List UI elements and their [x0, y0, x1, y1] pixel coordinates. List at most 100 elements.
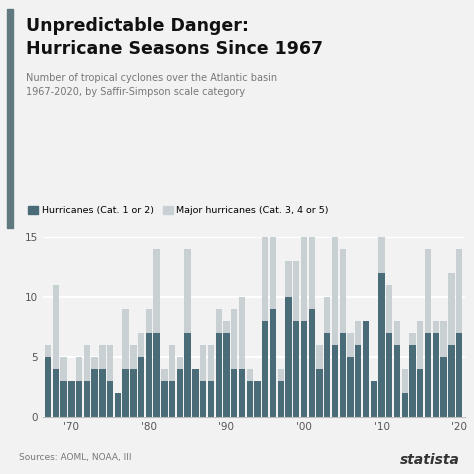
Bar: [115, 393, 121, 417]
Bar: [425, 333, 431, 417]
Bar: [60, 381, 67, 417]
Bar: [410, 345, 416, 417]
Bar: [177, 357, 183, 369]
Bar: [130, 369, 137, 417]
Bar: [53, 285, 59, 369]
Bar: [138, 333, 144, 357]
Bar: [448, 345, 455, 417]
Bar: [184, 333, 191, 417]
Bar: [246, 381, 253, 417]
Bar: [417, 369, 423, 417]
Bar: [169, 381, 175, 417]
Bar: [270, 237, 276, 309]
Bar: [84, 381, 90, 417]
Legend: Hurricanes (Cat. 1 or 2), Major hurricanes (Cat. 3, 4 or 5): Hurricanes (Cat. 1 or 2), Major hurrican…: [28, 206, 329, 215]
Bar: [378, 273, 385, 417]
Bar: [386, 285, 392, 333]
Bar: [301, 321, 307, 417]
Bar: [223, 321, 229, 333]
Bar: [53, 369, 59, 417]
Bar: [216, 333, 222, 417]
Bar: [223, 333, 229, 417]
Text: Hurricane Seasons Since 1967: Hurricane Seasons Since 1967: [26, 40, 323, 58]
Bar: [433, 333, 439, 417]
Bar: [239, 369, 245, 417]
Text: statista: statista: [400, 453, 460, 467]
Bar: [107, 345, 113, 381]
Bar: [254, 381, 261, 417]
Bar: [262, 321, 268, 417]
Bar: [107, 381, 113, 417]
Bar: [216, 309, 222, 333]
Bar: [122, 309, 129, 369]
Bar: [309, 225, 315, 309]
Bar: [99, 369, 106, 417]
Bar: [456, 249, 462, 333]
Bar: [146, 333, 152, 417]
Bar: [84, 345, 90, 381]
Text: Number of tropical cyclones over the Atlantic basin
1967-2020, by Saffir-Simpson: Number of tropical cyclones over the Atl…: [26, 73, 277, 98]
Bar: [60, 357, 67, 381]
Bar: [192, 369, 199, 417]
Text: Sources: AOML, NOAA, III: Sources: AOML, NOAA, III: [19, 453, 131, 462]
Bar: [425, 249, 431, 333]
Bar: [154, 333, 160, 417]
Bar: [91, 369, 98, 417]
Bar: [45, 345, 51, 357]
Bar: [146, 309, 152, 333]
Bar: [394, 345, 400, 417]
Bar: [76, 357, 82, 381]
Bar: [363, 321, 369, 417]
Bar: [417, 321, 423, 369]
Bar: [122, 369, 129, 417]
Bar: [293, 321, 300, 417]
Bar: [440, 321, 447, 357]
Bar: [138, 357, 144, 417]
Bar: [433, 321, 439, 333]
Bar: [161, 369, 168, 381]
Bar: [246, 369, 253, 381]
Bar: [410, 333, 416, 345]
Bar: [45, 357, 51, 417]
Bar: [293, 261, 300, 321]
Bar: [278, 381, 284, 417]
Bar: [177, 369, 183, 417]
Bar: [278, 369, 284, 381]
Bar: [200, 345, 206, 381]
Bar: [309, 309, 315, 417]
Bar: [401, 393, 408, 417]
Bar: [91, 357, 98, 369]
Bar: [347, 333, 354, 357]
Bar: [239, 297, 245, 369]
Bar: [324, 333, 330, 417]
Bar: [332, 345, 338, 417]
Bar: [200, 381, 206, 417]
Bar: [270, 309, 276, 417]
Bar: [285, 261, 292, 297]
Bar: [339, 333, 346, 417]
Bar: [371, 381, 377, 417]
Bar: [355, 345, 362, 417]
Bar: [301, 225, 307, 321]
Bar: [231, 309, 237, 369]
Bar: [324, 297, 330, 333]
Bar: [440, 357, 447, 417]
Bar: [355, 321, 362, 345]
Bar: [332, 237, 338, 345]
Bar: [378, 213, 385, 273]
Text: Unpredictable Danger:: Unpredictable Danger:: [26, 17, 249, 35]
Bar: [99, 345, 106, 369]
Bar: [285, 297, 292, 417]
Bar: [316, 345, 323, 369]
Bar: [184, 249, 191, 333]
Bar: [154, 249, 160, 333]
Bar: [448, 273, 455, 345]
Bar: [386, 333, 392, 417]
Bar: [130, 345, 137, 369]
Bar: [394, 321, 400, 345]
Bar: [169, 345, 175, 381]
Bar: [208, 345, 214, 381]
Bar: [68, 381, 74, 417]
Bar: [401, 369, 408, 393]
Bar: [231, 369, 237, 417]
